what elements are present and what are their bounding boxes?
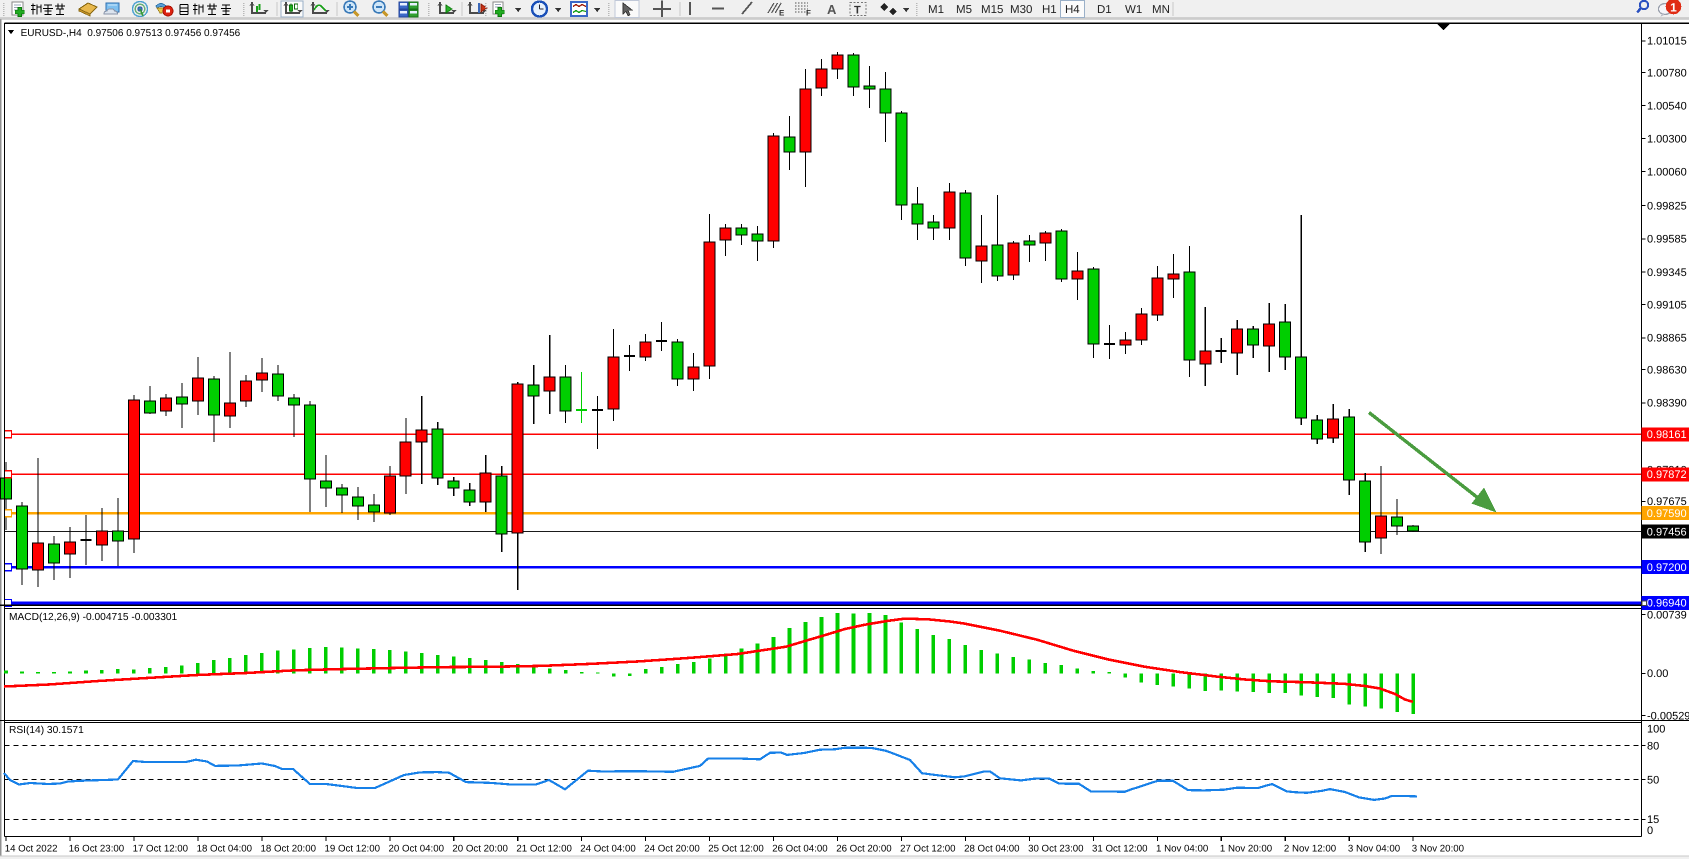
svg-text:1 Nov 20:00: 1 Nov 20:00	[1220, 844, 1273, 855]
svg-text:24 Oct 04:00: 24 Oct 04:00	[580, 844, 636, 855]
svg-text:0.96940: 0.96940	[1647, 598, 1687, 610]
svg-text:26 Oct 04:00: 26 Oct 04:00	[772, 844, 828, 855]
svg-text:0.99105: 0.99105	[1647, 299, 1687, 311]
svg-text:0.98390: 0.98390	[1647, 398, 1687, 410]
svg-text:M1: M1	[928, 4, 944, 16]
svg-text:0.97590: 0.97590	[1647, 508, 1687, 520]
svg-text:M5: M5	[956, 4, 972, 16]
svg-text:0.97675: 0.97675	[1647, 496, 1687, 508]
svg-text:50: 50	[1647, 774, 1659, 786]
svg-text:25 Oct 12:00: 25 Oct 12:00	[708, 844, 764, 855]
svg-text:3 Nov 04:00: 3 Nov 04:00	[1348, 844, 1401, 855]
svg-text:0.97456: 0.97456	[1647, 527, 1687, 539]
svg-text:0.99345: 0.99345	[1647, 267, 1687, 279]
svg-text:RSI(14) 30.1571: RSI(14) 30.1571	[9, 725, 84, 736]
svg-text:0.99825: 0.99825	[1647, 200, 1687, 212]
svg-text:80: 80	[1647, 740, 1659, 752]
svg-text:F: F	[806, 9, 811, 18]
svg-text:T: T	[854, 5, 861, 17]
svg-text:1.00060: 1.00060	[1647, 166, 1687, 178]
svg-text:19 Oct 12:00: 19 Oct 12:00	[325, 844, 381, 855]
svg-text:26 Oct 20:00: 26 Oct 20:00	[836, 844, 892, 855]
svg-text:1: 1	[1670, 1, 1677, 15]
svg-text:A: A	[827, 2, 837, 17]
svg-text:2 Nov 12:00: 2 Nov 12:00	[1284, 844, 1337, 855]
svg-text:0.98630: 0.98630	[1647, 364, 1687, 376]
svg-text:M30: M30	[1010, 4, 1032, 16]
svg-text:21 Oct 12:00: 21 Oct 12:00	[516, 844, 572, 855]
svg-text:MN: MN	[1152, 4, 1170, 16]
svg-text:28 Oct 04:00: 28 Oct 04:00	[964, 844, 1020, 855]
svg-text:D1: D1	[1097, 4, 1112, 16]
svg-text:0.98161: 0.98161	[1647, 429, 1687, 441]
svg-text:18 Oct 20:00: 18 Oct 20:00	[261, 844, 317, 855]
svg-text:0.00: 0.00	[1647, 668, 1668, 680]
svg-text:27 Oct 12:00: 27 Oct 12:00	[900, 844, 956, 855]
svg-text:1.00300: 1.00300	[1647, 133, 1687, 145]
svg-text:100: 100	[1647, 723, 1665, 735]
svg-text:0.97200: 0.97200	[1647, 562, 1687, 574]
svg-text:14 Oct 2022: 14 Oct 2022	[5, 844, 58, 855]
svg-text:0: 0	[1647, 825, 1653, 837]
svg-text:16 Oct 23:00: 16 Oct 23:00	[69, 844, 125, 855]
svg-text:20 Oct 04:00: 20 Oct 04:00	[389, 844, 445, 855]
svg-text:H4: H4	[1065, 4, 1080, 16]
svg-text:1.01015: 1.01015	[1647, 36, 1687, 48]
svg-text:0.99585: 0.99585	[1647, 234, 1687, 246]
svg-text:0.97872: 0.97872	[1647, 469, 1687, 481]
svg-text:0.00739: 0.00739	[1647, 609, 1687, 621]
svg-text:31 Oct 12:00: 31 Oct 12:00	[1092, 844, 1148, 855]
svg-text:24 Oct 20:00: 24 Oct 20:00	[644, 844, 700, 855]
svg-text:W1: W1	[1125, 4, 1142, 16]
svg-text:EURUSD-,H4 0.97506 0.97513 0.: EURUSD-,H4 0.97506 0.97513 0.97456 0.974…	[21, 28, 241, 39]
svg-text:3 Nov 20:00: 3 Nov 20:00	[1412, 844, 1465, 855]
svg-text:1.00540: 1.00540	[1647, 100, 1687, 112]
svg-text:0.98865: 0.98865	[1647, 333, 1687, 345]
svg-text:30 Oct 23:00: 30 Oct 23:00	[1028, 844, 1084, 855]
svg-text:18 Oct 04:00: 18 Oct 04:00	[197, 844, 253, 855]
svg-text:MACD(12,26,9) -0.004715 -0.003: MACD(12,26,9) -0.004715 -0.003301	[9, 612, 178, 623]
svg-text:M15: M15	[981, 4, 1003, 16]
svg-text:1.00780: 1.00780	[1647, 67, 1687, 79]
svg-text:15: 15	[1647, 814, 1659, 826]
svg-text:1 Nov 04:00: 1 Nov 04:00	[1156, 844, 1209, 855]
svg-text:17 Oct 12:00: 17 Oct 12:00	[133, 844, 189, 855]
svg-text:20 Oct 20:00: 20 Oct 20:00	[452, 844, 508, 855]
svg-text:H1: H1	[1042, 4, 1057, 16]
svg-text:E: E	[779, 9, 785, 18]
